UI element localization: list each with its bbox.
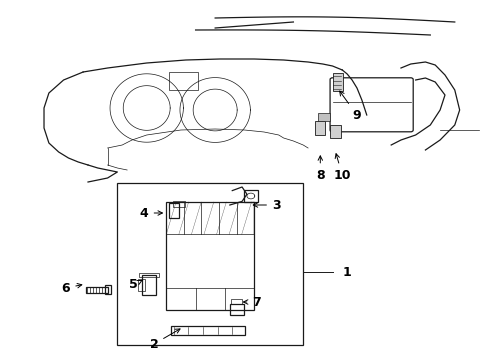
Text: 2: 2 <box>149 329 180 351</box>
Bar <box>329 125 340 138</box>
Text: 6: 6 <box>61 282 81 294</box>
Bar <box>138 279 145 291</box>
Text: 8: 8 <box>315 156 324 181</box>
Bar <box>172 201 184 207</box>
Bar <box>139 273 159 277</box>
Bar <box>105 285 111 294</box>
Bar <box>117 183 303 345</box>
Bar <box>231 299 242 304</box>
Bar <box>166 202 254 310</box>
Text: 9: 9 <box>339 91 361 122</box>
Bar <box>85 287 107 293</box>
Bar <box>317 113 329 121</box>
Bar <box>171 327 244 335</box>
Bar <box>168 72 198 90</box>
Bar <box>142 275 155 295</box>
Bar <box>243 189 258 202</box>
Bar <box>229 304 244 315</box>
Bar <box>168 203 179 218</box>
Text: 7: 7 <box>243 296 261 309</box>
Text: 3: 3 <box>253 198 280 212</box>
Text: 10: 10 <box>333 154 350 181</box>
Text: 5: 5 <box>128 279 142 292</box>
Text: 1: 1 <box>342 266 350 279</box>
Bar <box>332 73 343 91</box>
Text: 4: 4 <box>140 207 162 220</box>
Bar <box>315 121 325 135</box>
